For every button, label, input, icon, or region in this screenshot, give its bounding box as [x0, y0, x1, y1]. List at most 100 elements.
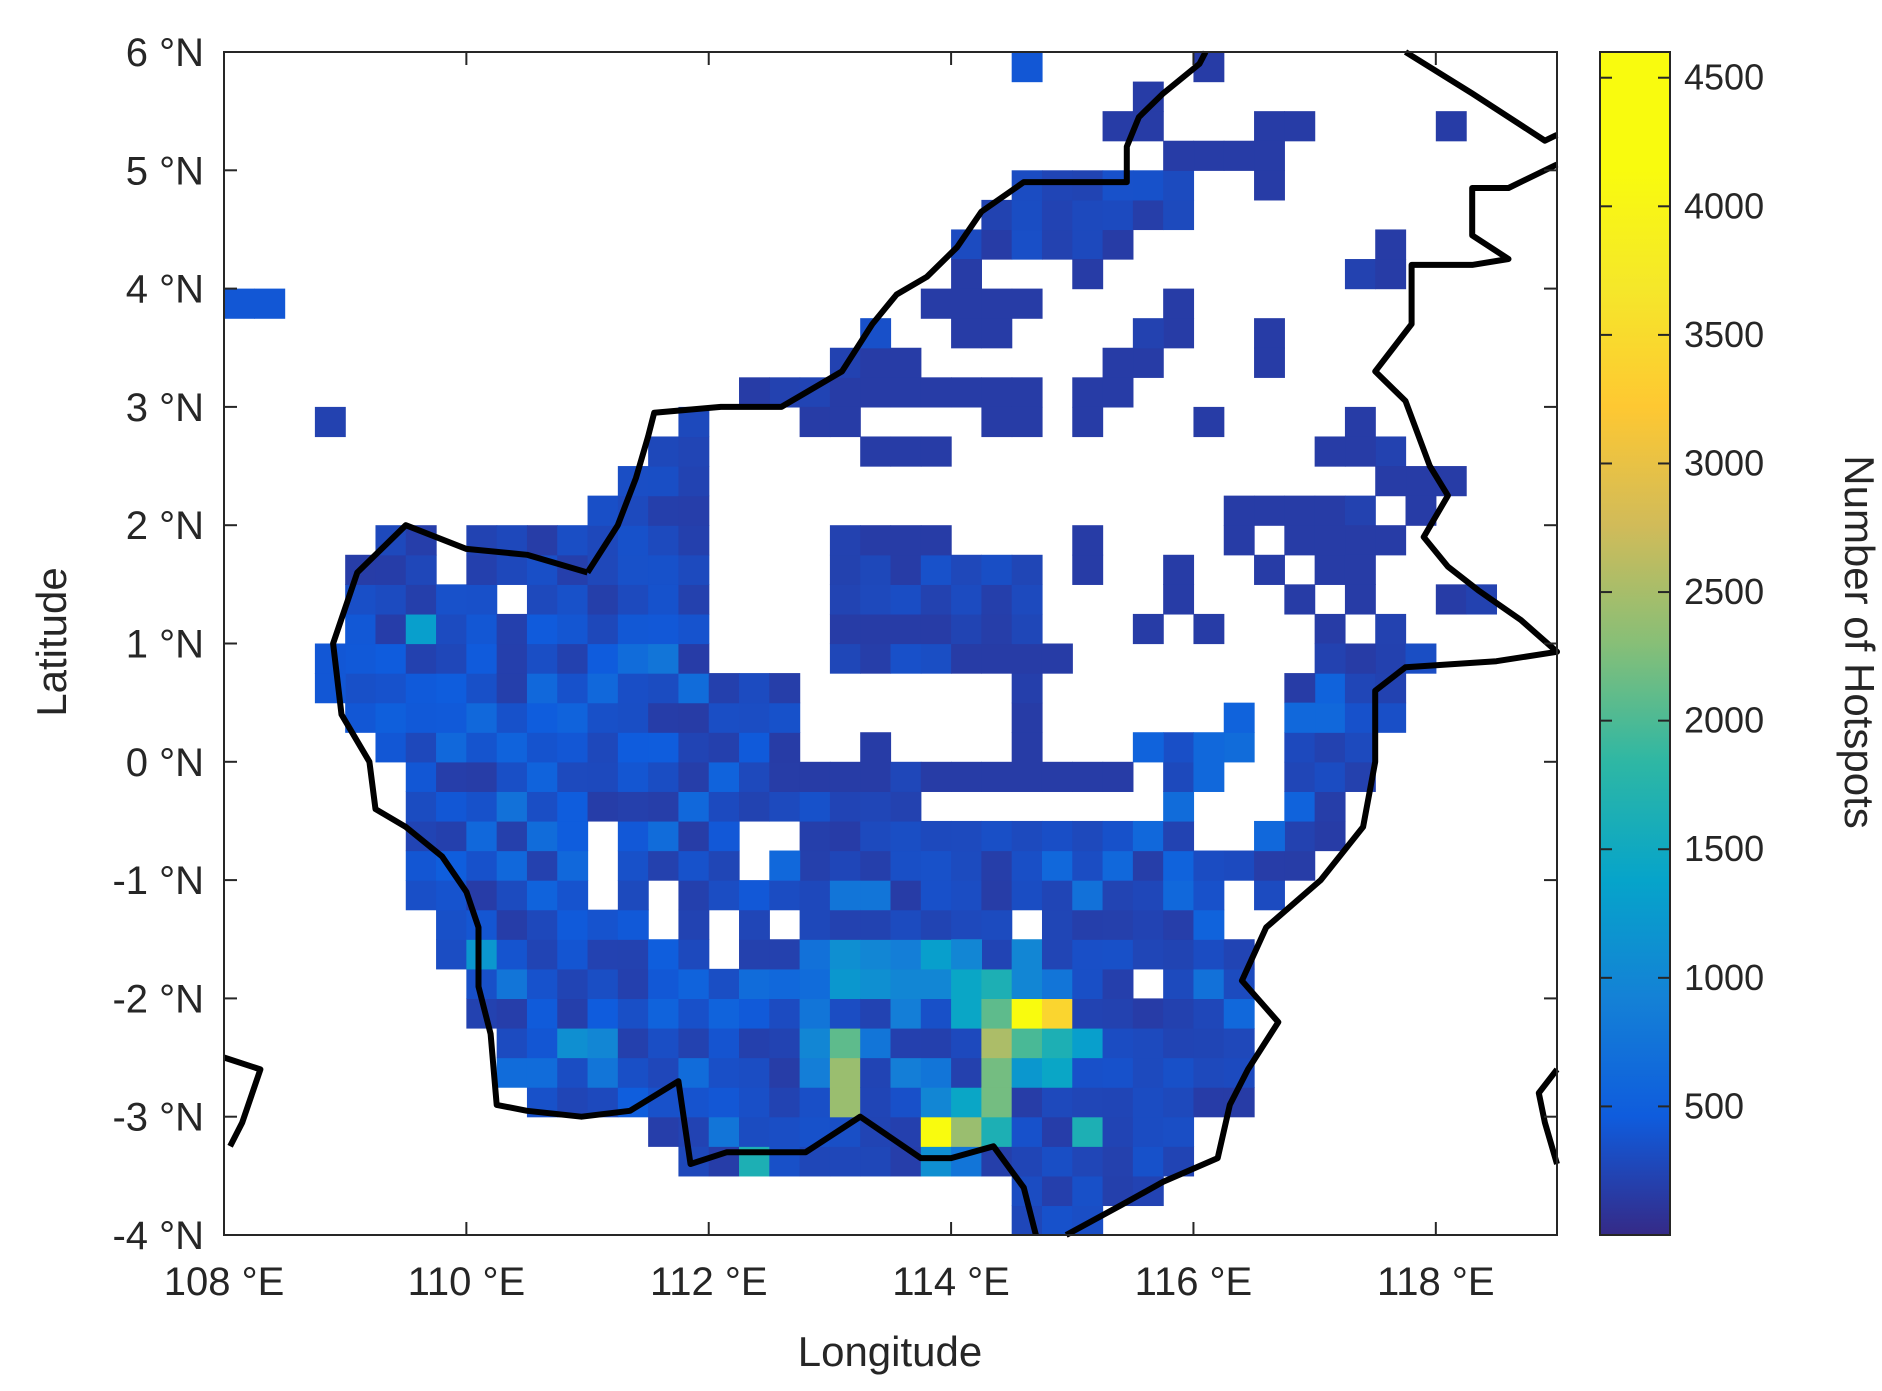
heatmap-cell: [739, 377, 770, 408]
heatmap-cell: [1193, 761, 1225, 792]
y-axis-ticks: 6 °N 5 °N 4 °N 3 °N 2 °N 1 °N 0 °N -1 °N -2 °N -3…: [112, 31, 1557, 1258]
heatmap-cell: [1041, 1175, 1073, 1207]
colorbar-ticks: 500 1000 1500 2000 2500 3000 3500 4000 4500: [1600, 57, 1764, 1126]
heatmap-cell: [920, 377, 952, 408]
x-axis-ticks: 108 °E 110 °E 112 °E 114 °E 116 °E 118 °E: [164, 52, 1495, 1304]
heatmap-cell: [860, 761, 892, 792]
heatmap-cell: [1223, 850, 1255, 881]
y-tick-label: 1 °N: [126, 623, 204, 667]
heatmap-cell: [890, 791, 922, 822]
heatmap-cell: [587, 998, 619, 1029]
colorbar-title: Number of Hotspots: [1836, 455, 1882, 829]
heatmap-cell: [557, 998, 589, 1029]
heatmap-cell: [466, 673, 498, 704]
heatmap-cell: [1223, 140, 1255, 171]
heatmap-cell: [951, 584, 982, 615]
heatmap-cell: [557, 850, 589, 881]
heatmap-cell: [829, 761, 861, 792]
heatmap-cell: [981, 998, 1013, 1029]
heatmap-cell: [1041, 1116, 1073, 1147]
heatmap-cell: [1132, 820, 1164, 852]
heatmap-cell: [1102, 968, 1134, 1000]
heatmap-cell: [890, 584, 922, 615]
heatmap-cell: [678, 909, 710, 940]
heatmap-cell: [799, 1057, 831, 1088]
heatmap-cell: [526, 820, 558, 852]
heatmap-cell: [829, 584, 861, 615]
heatmap-cell: [890, 347, 922, 378]
heatmap-cell: [1223, 968, 1255, 1000]
heatmap-cell: [526, 761, 558, 792]
heatmap-cell: [708, 732, 740, 763]
colorbar-tick-label: 1500: [1684, 828, 1764, 869]
heatmap-cell: [526, 1027, 558, 1059]
heatmap-cell: [436, 702, 467, 733]
heatmap-cell: [1314, 436, 1346, 467]
heatmap-cell: [829, 909, 861, 940]
heatmap-cell: [496, 939, 528, 970]
heatmap-cell: [829, 554, 861, 585]
heatmap-cell: [1284, 702, 1316, 733]
heatmap-cell: [587, 791, 619, 822]
heatmap-cell: [1102, 820, 1134, 852]
heatmap-cell: [1132, 939, 1164, 970]
heatmap-cell: [648, 673, 680, 704]
heatmap-cell: [1041, 880, 1073, 911]
heatmap-cell: [526, 909, 558, 940]
heatmap-cell: [1163, 554, 1195, 585]
heatmap-cell: [496, 968, 528, 1000]
heatmap-cell: [1254, 318, 1285, 349]
heatmap-cell: [1223, 495, 1255, 526]
heatmap-cell: [1102, 1116, 1134, 1147]
heatmap-cell: [1072, 377, 1104, 408]
heatmap-cell: [1132, 199, 1164, 231]
heatmap-cell: [920, 1146, 952, 1177]
heatmap-cell: [769, 998, 801, 1029]
heatmap-cell: [1072, 1175, 1104, 1207]
x-tick-label: 116 °E: [1135, 1260, 1253, 1304]
heatmap-cell: [920, 909, 952, 940]
heatmap-cell: [1072, 880, 1104, 911]
heatmap-cell: [1072, 939, 1104, 970]
heatmap-cell: [920, 525, 952, 556]
colorbar-tick-label: 4500: [1684, 57, 1764, 98]
heatmap-cell: [587, 968, 619, 1000]
heatmap-cell: [739, 673, 770, 704]
heatmap-cell: [526, 791, 558, 822]
heatmap-cell: [829, 880, 861, 911]
heatmap-cell: [496, 643, 528, 674]
heatmap-cell: [496, 702, 528, 733]
heatmap-cell: [1102, 880, 1134, 911]
heatmap-cell: [920, 850, 952, 881]
coastline: [223, 1054, 264, 1148]
heatmap-cell: [375, 673, 407, 704]
heatmap-cell: [1102, 909, 1134, 940]
heatmap-cell: [587, 761, 619, 792]
heatmap-cell: [1011, 554, 1043, 585]
heatmap-cell: [557, 584, 589, 615]
heatmap-cell: [1284, 850, 1316, 881]
heatmap-cell: [1314, 525, 1346, 556]
heatmap-cell: [678, 820, 710, 852]
heatmap-cell: [890, 998, 922, 1029]
heatmap-cell: [860, 850, 892, 881]
heatmap-cell: [708, 968, 740, 1000]
heatmap-cell: [951, 761, 982, 792]
map-plot-area: 108 °E 110 °E 112 °E 114 °E 116 °E 118 °E 6 °…: [112, 31, 1560, 1304]
heatmap-cell: [466, 761, 498, 792]
heatmap-cell: [557, 761, 589, 792]
heatmap-cell: [708, 702, 740, 733]
heatmap-cell: [829, 377, 861, 408]
heatmap-cell: [1193, 909, 1225, 940]
heatmap-cell: [617, 643, 649, 674]
heatmap-cell: [981, 1057, 1013, 1088]
heatmap-cell: [1132, 318, 1164, 349]
heatmap-cell: [1011, 820, 1043, 852]
heatmap-cell: [829, 850, 861, 881]
heatmap-cell: [829, 1146, 861, 1177]
heatmap-cell: [860, 998, 892, 1029]
heatmap-cell: [1132, 909, 1164, 940]
heatmap-cell: [1193, 1057, 1225, 1088]
heatmap-cell: [739, 702, 770, 733]
heatmap-cell: [739, 939, 770, 970]
